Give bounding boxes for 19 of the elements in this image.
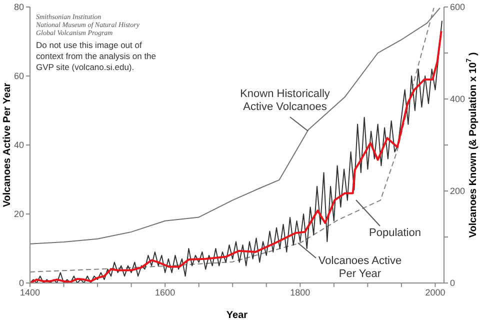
y-axis-title: Volcanoes Active Per Year (2, 82, 12, 208)
x-tick-label: 1800 (290, 287, 310, 298)
y2-tick-label: 0 (450, 278, 456, 288)
y-tick-label: 60 (14, 71, 24, 82)
y2-tick-label: 600 (450, 2, 466, 12)
y-tick-label: 20 (14, 209, 24, 220)
x-tick-label: 1400 (20, 287, 40, 298)
x-tick-label: 2000 (425, 287, 446, 298)
y-tick-label: 0 (18, 278, 24, 288)
x-tick-label: 1600 (155, 287, 176, 298)
y-tick-label: 40 (14, 140, 24, 150)
series-label: Population (368, 227, 422, 240)
series-label: Volcanoes Active Per Year (317, 255, 403, 281)
y2-tick-label: 400 (450, 94, 466, 104)
y2-tick-label: 200 (450, 186, 466, 196)
annotation: Do not use this image out of context from the analysis on the GVP site (volcano.si.edu). (36, 40, 158, 73)
series-label: Known Historically Active Volcanoes (239, 88, 331, 114)
x-axis-title: Year (226, 310, 248, 320)
y-tick-label: 80 (14, 2, 24, 12)
